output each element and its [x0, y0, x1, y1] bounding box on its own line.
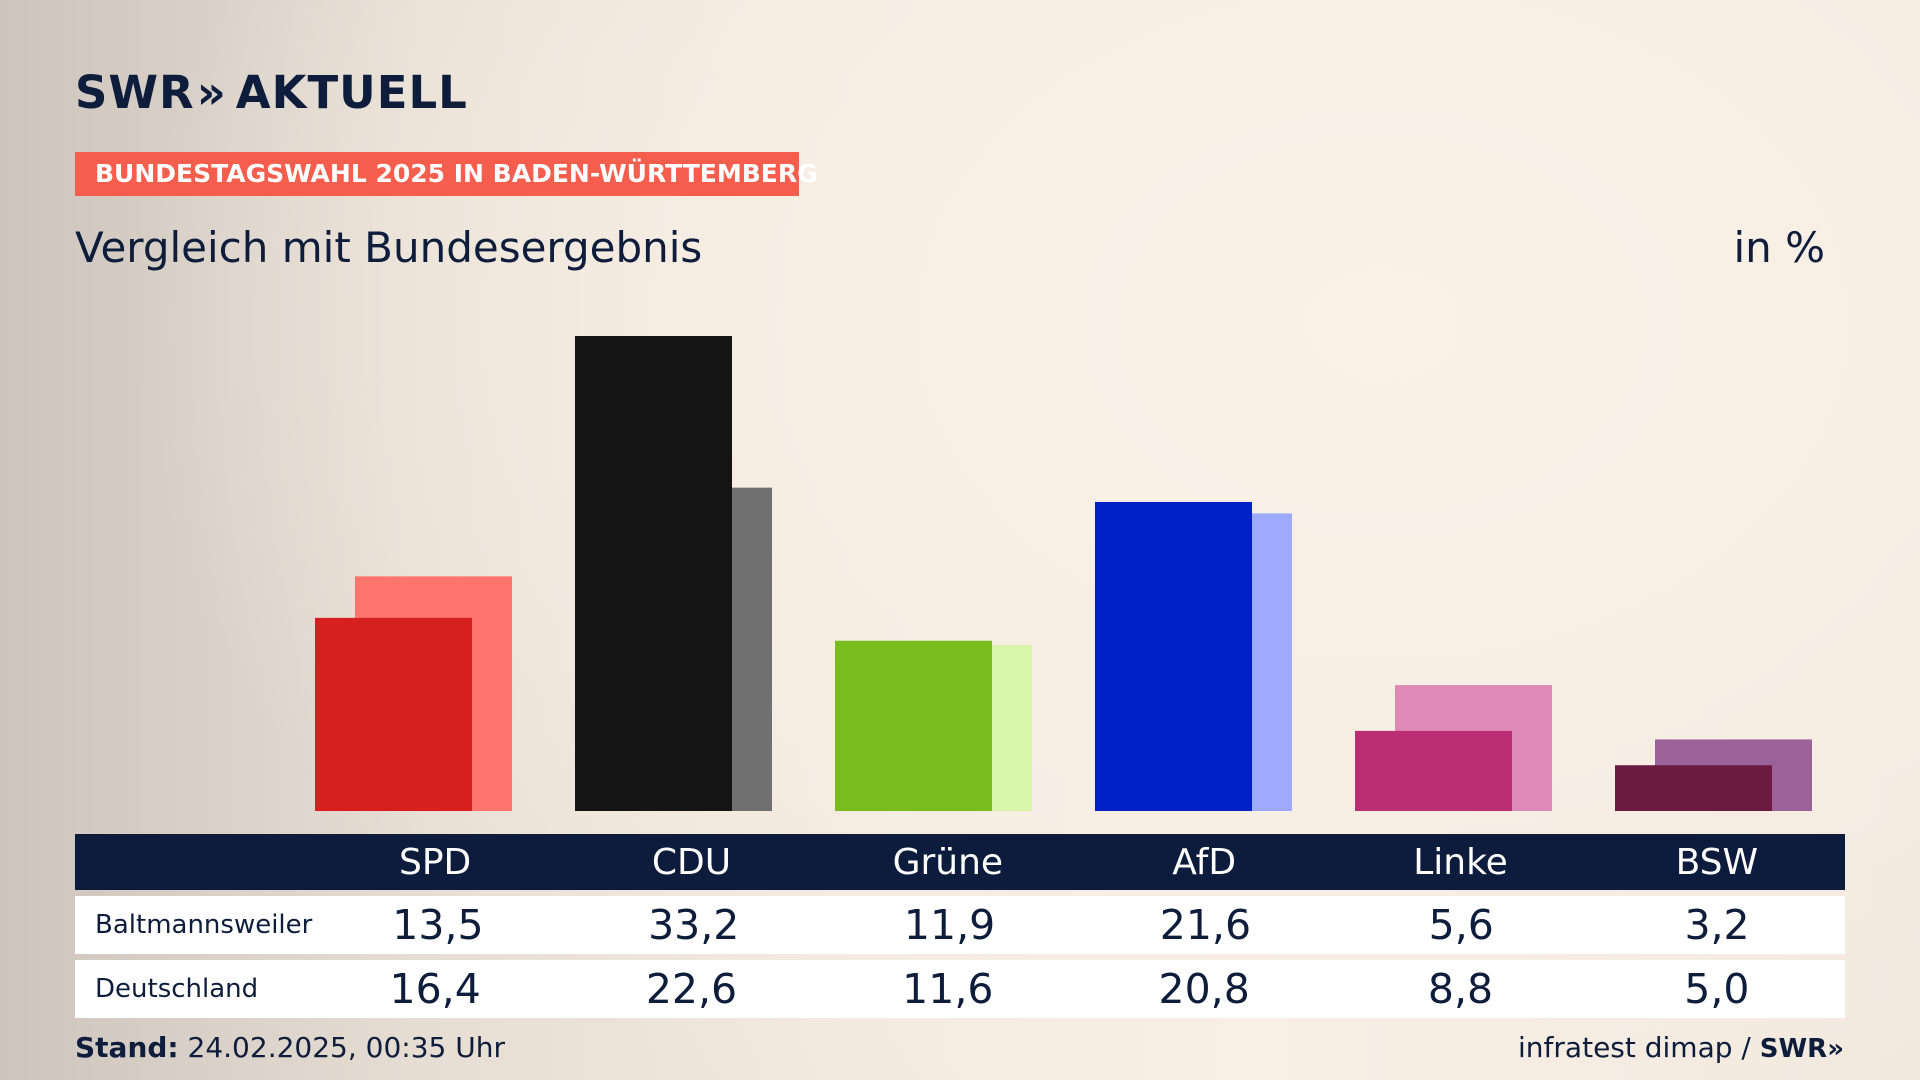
stand-value: 24.02.2025, 00:35 Uhr [187, 1031, 505, 1064]
source-text: infratest dimap / [1518, 1031, 1751, 1064]
header-cell-linke: Linke [1413, 841, 1508, 883]
table-cell: 22,6 [645, 965, 738, 1013]
header-cell-gruene: Grüne [892, 841, 1004, 883]
table-cell: 21,6 [1159, 901, 1252, 949]
table-header: SPD CDU Grüne AfD Linke BSW [75, 834, 1845, 890]
row-label: Baltmannsweiler [95, 910, 313, 940]
bar-baltmannsweiler-cdu [575, 336, 732, 811]
unit-label: in % [1733, 223, 1825, 272]
table-cell: 5,0 [1684, 965, 1750, 1013]
table-cell: 13,5 [392, 901, 484, 949]
table-cell: 5,6 [1428, 901, 1494, 949]
bar-baltmannsweiler-afd [1095, 501, 1252, 811]
table-cell: 11,6 [902, 965, 994, 1013]
bar-chart [315, 336, 1812, 811]
bar-baltmannsweiler-spd [315, 617, 472, 811]
logo-text: SWR [75, 66, 195, 119]
table-cell: 8,8 [1427, 965, 1494, 1013]
table-cell: 3,2 [1684, 901, 1750, 949]
election-tag: BUNDESTAGSWAHL 2025 IN BADEN-WÜRTTEMBERG [75, 152, 818, 196]
header-cell-cdu: CDU [651, 841, 732, 883]
stand-label: Stand: [75, 1031, 179, 1064]
logo-suffix: AKTUELL [235, 66, 468, 119]
timestamp: Stand: 24.02.2025, 00:35 Uhr [75, 1030, 505, 1066]
header-cell-bsw: BSW [1675, 841, 1759, 883]
table-cell: 33,2 [648, 901, 740, 949]
header-cell-afd: AfD [1172, 841, 1237, 883]
bar-baltmannsweiler-linke [1355, 730, 1512, 811]
swr-aktuell-logo: SWR» AKTUELL [75, 66, 468, 120]
bar-baltmannsweiler-grüne [835, 640, 992, 811]
chart-subtitle: Vergleich mit Bundesergebnis [75, 223, 703, 272]
results-table: SPD CDU Grüne AfD Linke BSW Baltmannswei… [75, 834, 1845, 1018]
table-cell: 20,8 [1158, 965, 1250, 1013]
table-row: Baltmannsweiler 13,5 33,2 11,9 21,6 5,6 … [75, 896, 1845, 954]
table-row: Deutschland 16,4 22,6 11,6 20,8 8,8 5,0 [75, 960, 1845, 1018]
bar-baltmannsweiler-bsw [1615, 765, 1772, 811]
table-cell: 16,4 [389, 965, 481, 1013]
header-cell-spd: SPD [399, 841, 472, 883]
swr-mini-logo: SWR» [1759, 1034, 1844, 1064]
table-cell: 11,9 [903, 901, 996, 949]
source-credit: infratest dimap / SWR» [1518, 1030, 1844, 1067]
row-label: Deutschland [95, 974, 259, 1004]
